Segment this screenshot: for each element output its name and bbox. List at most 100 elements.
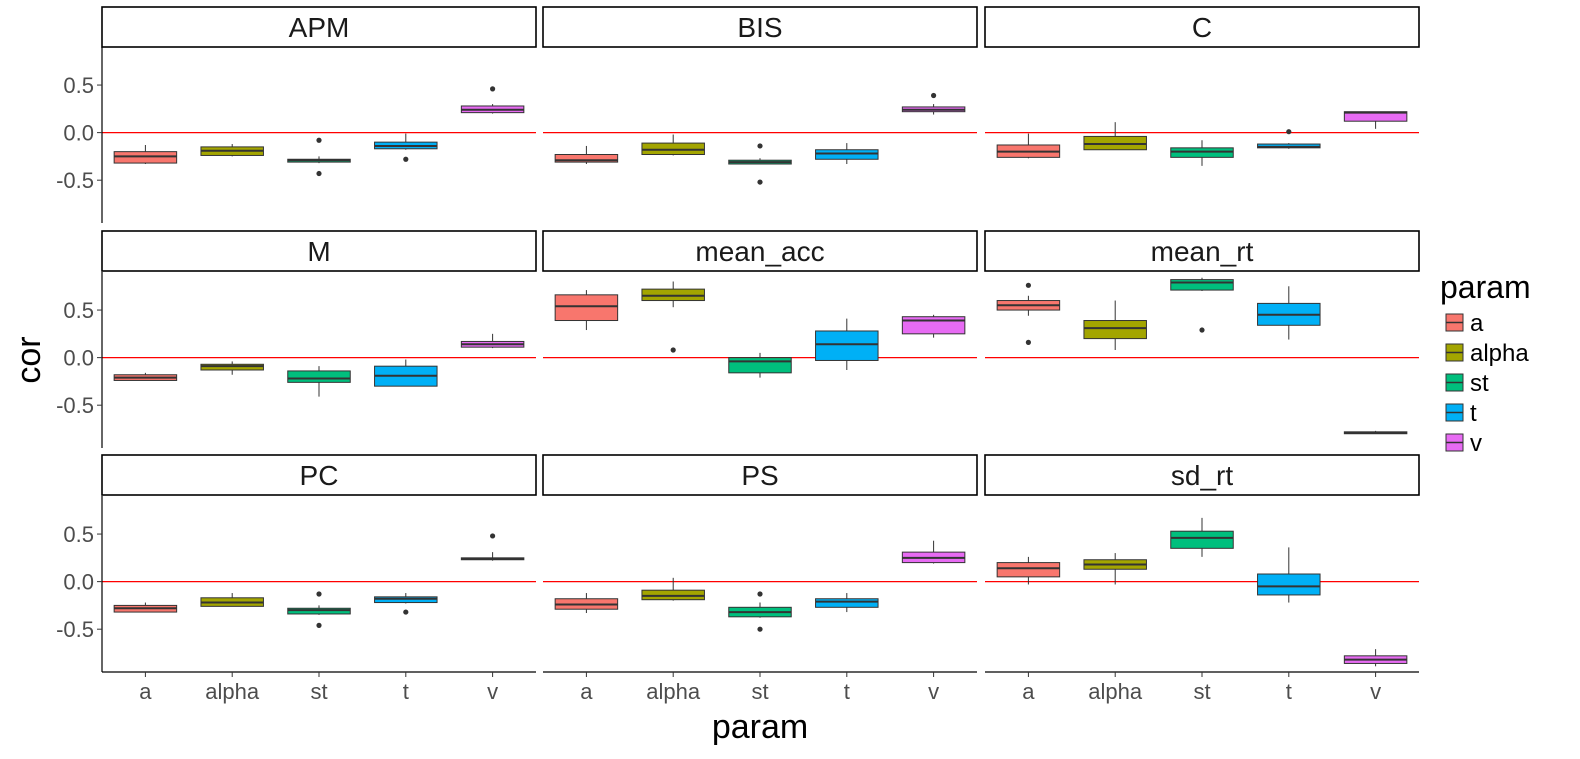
x-tick-label: a [139,679,152,704]
facet-strip [101,454,537,496]
box-outlier-point [490,86,496,92]
box-st [1170,277,1234,333]
box-outlier-point [1025,339,1031,345]
legend-label: alpha [1470,340,1529,367]
legend-label: v [1470,430,1482,457]
legend-title: param [1440,269,1531,305]
box-a [113,144,178,165]
box-iqr [1170,279,1234,291]
box-st [728,143,792,185]
box-t [374,133,438,162]
box-outlier-point [316,137,322,143]
box-st [287,591,351,628]
y-tick-label: 0.0 [63,346,94,371]
box-st [1170,517,1234,557]
box-t [1257,129,1321,149]
y-tick-label: -0.5 [56,617,94,642]
box-a [996,133,1061,159]
facet-strip-label: APM [289,12,350,43]
box-t [374,593,438,615]
facet-strip [542,454,978,496]
box-a [996,556,1061,585]
y-tick-label: 0.5 [63,522,94,547]
facet-panel-mean-rt: mean_rt [984,230,1420,435]
x-tick-label: alpha [205,679,260,704]
box-v [1343,649,1408,667]
facet-panel-mean-acc: mean_acc [542,230,978,378]
box-alpha [200,593,264,607]
box-t [815,593,879,613]
box-outlier-point [757,143,763,149]
box-a [554,593,619,614]
facet-panel-pc: PC -0.5 0.0 0.5 a alpha st t v [56,454,537,704]
facet-panel-ps: PS a alpha st t v [542,454,978,704]
x-tick-label: t [1286,679,1292,704]
box-a [996,282,1061,345]
legend-item-a: a [1445,310,1484,337]
x-tick-label: alpha [1088,679,1143,704]
legend-item-st: st [1445,370,1489,397]
facet-panel-m: M -0.5 0.0 0.5 [56,230,537,448]
x-tick-label: v [487,679,498,704]
box-v [1343,430,1408,435]
y-axis-title: cor [10,336,48,383]
box-st [287,137,351,177]
box-v [460,333,525,349]
legend: param a alpha st tv [1440,269,1531,457]
box-alpha [200,361,264,375]
box-outlier-point [1199,327,1205,333]
box-outlier-point [316,170,322,177]
box-alpha [641,577,705,601]
box-outlier-point [490,533,496,539]
legend-item-t: t [1445,400,1477,427]
facet-strip [542,6,978,48]
box-outlier-point [670,347,676,353]
box-st [728,591,792,632]
box-alpha [1083,122,1147,151]
box-iqr [996,562,1061,578]
y-tick-label: 0.0 [63,570,94,595]
box-iqr [1257,573,1321,596]
box-t [815,318,879,370]
facet-strip-label: M [307,236,330,267]
box-iqr [728,357,792,374]
legend-label: st [1470,370,1489,397]
x-tick-label: t [844,679,850,704]
box-iqr [815,330,879,361]
box-v [901,540,966,564]
box-outlier-point [757,626,763,632]
x-tick-label: st [310,679,327,704]
box-iqr [1083,320,1147,340]
x-tick-label: v [1370,679,1381,704]
facet-strip [984,6,1420,48]
box-a [554,290,619,331]
box-alpha [1083,553,1147,585]
facet-strip-label: PS [741,460,778,491]
y-tick-label: 0.5 [63,298,94,323]
facet-strip-label: sd_rt [1171,460,1233,491]
box-iqr [554,294,619,322]
box-st [728,352,792,378]
box-alpha [200,144,264,157]
box-outlier-point [316,622,322,628]
facet-strip [984,230,1420,272]
facet-strip [101,6,537,48]
facet-strip [101,230,537,272]
box-a [554,145,619,165]
facet-panel-sd-rt: sd_rta alpha st t v [984,454,1420,704]
facet-strip [984,454,1420,496]
box-iqr [554,154,619,163]
x-tick-label: a [580,679,593,704]
box-st [287,366,351,397]
box-t [815,143,879,165]
box-iqr [901,316,966,335]
box-outlier-point [757,179,763,185]
box-t [1257,286,1321,340]
x-tick-label: st [1193,679,1210,704]
box-outlier-point [1025,282,1031,288]
x-tick-label: alpha [646,679,701,704]
box-outlier-point [316,591,322,597]
legend-item-v: v [1445,430,1482,457]
legend-label: t [1470,400,1477,427]
